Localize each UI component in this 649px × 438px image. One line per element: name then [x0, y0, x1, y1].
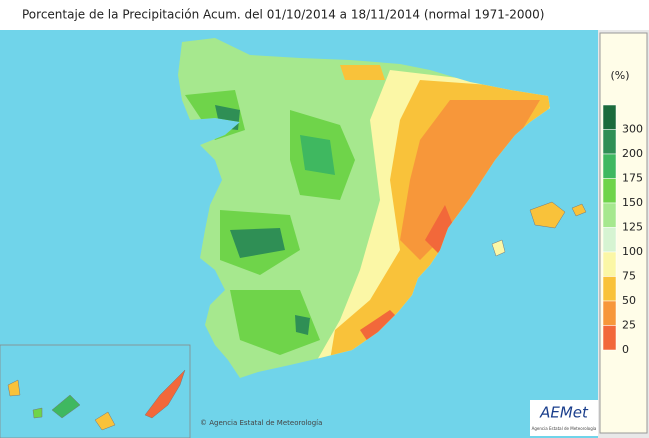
legend-label: 75: [622, 270, 636, 283]
title: Porcentaje de la Precipitación Acum. del…: [22, 8, 544, 22]
logo: AEMet: [539, 404, 589, 422]
legend-label: 100: [622, 245, 643, 258]
legend-swatch: [602, 178, 617, 204]
island: [94, 411, 116, 431]
legend-swatch: [602, 300, 617, 326]
island: [144, 369, 186, 419]
legend-label: 125: [622, 221, 643, 234]
island: [7, 379, 21, 397]
legend-label: 25: [622, 319, 636, 332]
logo-box: [530, 400, 598, 436]
legend-label: 300: [622, 123, 643, 136]
legend-label: 0: [622, 343, 629, 356]
copyright: © Agencia Estatal de Meteorología: [200, 419, 322, 427]
logo-caption: Agencia Estatal de Meteorología: [532, 426, 597, 431]
legend-swatch: [602, 251, 617, 277]
legend-swatch: [602, 227, 617, 253]
title-bar: [0, 0, 649, 30]
island: [32, 407, 43, 419]
menorca: [571, 203, 587, 217]
legend-label: 50: [622, 294, 636, 307]
legend-swatch: [602, 202, 617, 228]
mallorca: [529, 201, 566, 229]
island: [51, 394, 81, 419]
legend: (%) 300 200 175 150 125 100 75 50 25 0: [602, 69, 643, 356]
legend-swatch: [602, 104, 617, 130]
legend-swatch: [602, 153, 617, 179]
legend-swatch: [602, 325, 617, 351]
legend-label: 150: [622, 196, 643, 209]
legend-label: 200: [622, 147, 643, 160]
legend-unit: (%): [610, 69, 629, 82]
legend-swatch: [602, 129, 617, 155]
legend-swatch: [602, 276, 617, 302]
canarias-inset: [0, 344, 191, 438]
ibiza: [491, 239, 506, 257]
legend-label: 175: [622, 172, 643, 185]
